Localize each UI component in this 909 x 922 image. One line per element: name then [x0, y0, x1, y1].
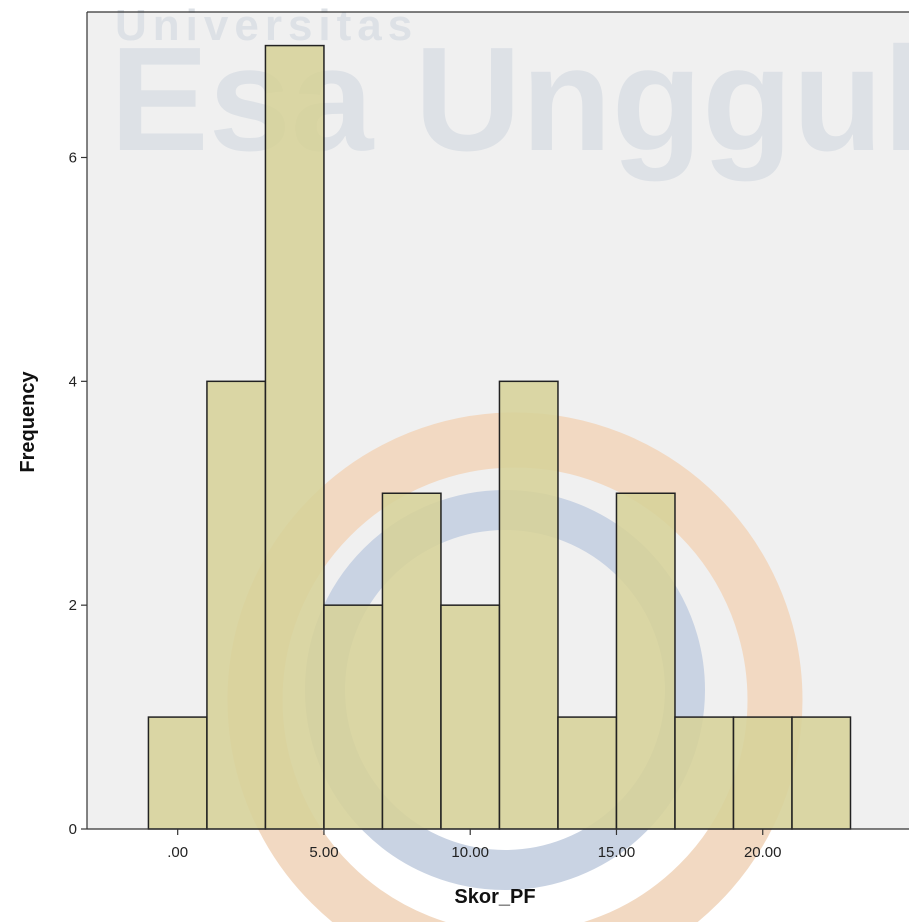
histogram-bar — [206, 380, 267, 830]
histogram-bar — [381, 492, 442, 830]
y-tick-label: 4 — [69, 373, 77, 390]
x-tick-label: 20.00 — [744, 844, 782, 861]
y-tick-label: 0 — [69, 821, 77, 838]
histogram-bar — [498, 380, 559, 830]
y-tick-label: 6 — [69, 149, 77, 166]
histogram-bar — [732, 716, 793, 830]
x-tick-label: 5.00 — [309, 844, 338, 861]
y-axis-title: Frequency — [17, 371, 39, 473]
watermark-line1: Universitas — [115, 1, 418, 50]
watermark-line2: Esa Unggul — [110, 17, 909, 182]
histogram-bar — [323, 604, 384, 830]
x-axis-title: Skor_PF — [454, 886, 535, 908]
histogram-bar — [440, 604, 501, 830]
y-tick-label: 2 — [69, 597, 77, 614]
axes: 0 2 4 6 .00 5.00 10.00 15.00 20.00 — [69, 11, 909, 861]
x-tick-label: 15.00 — [598, 844, 636, 861]
histogram-bar — [674, 716, 735, 830]
x-tick-label: 10.00 — [451, 844, 489, 861]
histogram-bar — [147, 716, 208, 830]
histogram-bar — [615, 492, 676, 830]
histogram-bar — [264, 44, 325, 830]
x-tick-label: .00 — [167, 844, 188, 861]
bars — [147, 44, 852, 830]
histogram-bar — [557, 716, 618, 830]
histogram-bar — [791, 716, 852, 830]
